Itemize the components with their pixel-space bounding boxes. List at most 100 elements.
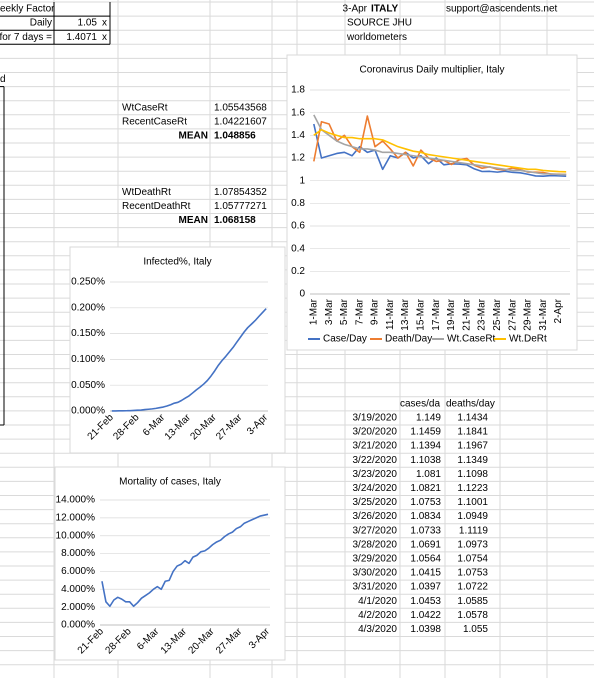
- y-tick-label: 0.250%: [71, 277, 105, 288]
- data-line: [313, 114, 567, 176]
- y-tick-label: 0.150%: [71, 328, 105, 339]
- x-tick-label: 19-Mar: [446, 298, 457, 330]
- y-tick-label: 12.000%: [56, 512, 96, 523]
- cell: 1.4071: [66, 32, 97, 43]
- x-tick-label: 7-Mar: [354, 298, 365, 325]
- y-tick-label: 0.6: [291, 221, 305, 232]
- cell: support@ascendents.net: [446, 4, 558, 15]
- cell: 3/27/2020: [353, 525, 398, 536]
- chart: Coronavirus Daily multiplier, Italy 0 0.2 0…: [286, 54, 578, 351]
- y-tick-label: 0.200%: [71, 302, 105, 313]
- cell: 1.0733: [410, 525, 441, 536]
- cell: 1.1967: [457, 441, 488, 452]
- x-tick-label: 21-Mar: [461, 298, 472, 330]
- cell: 1.05777271: [214, 201, 267, 212]
- legend-label: Case/Day: [323, 334, 367, 345]
- legend-label: Death/Day: [385, 334, 432, 345]
- y-tick-label: 2.000%: [61, 602, 95, 613]
- cell: 1.0753: [457, 568, 488, 579]
- chart: Mortality of cases, Italy 0.000% 2.000% 4.0…: [54, 466, 286, 661]
- chart-frame: [69, 246, 286, 454]
- cell: MEAN: [179, 131, 208, 142]
- y-tick-label: 1.6: [291, 107, 305, 118]
- x-tick-label: 31-Mar: [538, 298, 549, 330]
- cell: 1.068158: [214, 215, 256, 226]
- data-line: [313, 128, 567, 173]
- cell: 1.0973: [457, 539, 488, 550]
- cell: 1.0564: [410, 554, 441, 565]
- cell: 4/3/2020: [358, 624, 397, 635]
- cell: 1.1841: [457, 427, 488, 438]
- cell: RecentCaseRt: [122, 116, 187, 127]
- x-tick-label: 15-Mar: [416, 298, 427, 330]
- cell: 1.0722: [457, 582, 488, 593]
- cell: 3/20/2020: [353, 427, 398, 438]
- cell: 1.0754: [457, 554, 488, 565]
- cell: 1.1223: [457, 483, 488, 494]
- y-tick-label: 0.000%: [61, 620, 95, 631]
- chart: Infected%, Italy 0.000% 0.050% 0.100% 0.150%…: [69, 246, 286, 454]
- cell: 1.1038: [410, 455, 441, 466]
- cell: 1.048856: [214, 131, 256, 142]
- data-line: [101, 513, 269, 608]
- cell: 1.0821: [410, 483, 441, 494]
- cell: 1.149: [416, 413, 441, 424]
- cell: 1.0422: [410, 610, 441, 621]
- cell: 1.0949: [457, 511, 488, 522]
- cell: 1.05543568: [214, 102, 267, 113]
- chart-title: Infected%, Italy: [143, 257, 211, 268]
- x-tick-label: 9-Mar: [370, 298, 381, 325]
- y-tick-label: 0.100%: [71, 354, 105, 365]
- cell: 3/29/2020: [353, 554, 398, 565]
- y-tick-label: 0.2: [291, 266, 305, 277]
- y-tick-label: 6.000%: [61, 566, 95, 577]
- cell: 3/24/2020: [353, 483, 398, 494]
- y-tick-label: 1.4: [291, 130, 305, 141]
- cell: RecentDeathRt: [122, 201, 191, 212]
- cell: 1.04221607: [214, 116, 267, 127]
- cell: 1.0415: [410, 568, 441, 579]
- x-tick-label: 13-Mar: [400, 298, 411, 330]
- chart-frame: [54, 466, 286, 661]
- cell: 1.05: [78, 18, 98, 29]
- y-tick-label: 0.050%: [71, 380, 105, 391]
- cell: for 7 days =: [0, 32, 52, 43]
- cell: 1.055: [463, 624, 488, 635]
- cell: MEAN: [179, 215, 208, 226]
- cell: x: [102, 18, 107, 29]
- x-tick-label: 2-Apr: [553, 298, 564, 323]
- cell: 1.0453: [410, 596, 441, 607]
- cell: 1.0397: [410, 582, 441, 593]
- y-tick-label: 0.000%: [71, 406, 105, 417]
- cell: 1.0398: [410, 624, 441, 635]
- x-tick-label: 23-Mar: [477, 298, 488, 330]
- cell: 1.0753: [410, 497, 441, 508]
- cell: 1.1459: [410, 427, 441, 438]
- cell: 1.0578: [457, 610, 488, 621]
- cell: 4/2/2020: [358, 610, 397, 621]
- cell: Daily: [30, 18, 52, 29]
- cell: worldometers: [346, 32, 407, 43]
- y-tick-label: 1.8: [291, 85, 305, 96]
- cell: 3/31/2020: [353, 582, 398, 593]
- cell: 1.0691: [410, 539, 441, 550]
- y-tick-label: 0: [299, 289, 305, 300]
- y-tick-label: 0.8: [291, 198, 305, 209]
- x-tick-label: 25-Mar: [492, 298, 503, 330]
- cell: 1.0585: [457, 596, 488, 607]
- cell: 3/28/2020: [353, 539, 398, 550]
- cell: 3/30/2020: [353, 568, 398, 579]
- x-tick-label: 1-Mar: [308, 298, 319, 325]
- y-tick-label: 1: [299, 175, 305, 186]
- cell: 1.0834: [410, 511, 441, 522]
- cell: x: [102, 32, 107, 43]
- legend-label: Wt.DeRt: [509, 334, 547, 345]
- y-tick-label: 14.000%: [56, 495, 96, 506]
- column-header: deaths/day: [446, 398, 495, 409]
- cell: 3/23/2020: [353, 469, 398, 480]
- chart-frame: [286, 54, 578, 351]
- x-tick-label: 3-Mar: [324, 298, 335, 325]
- cell: d: [0, 74, 6, 85]
- x-tick-label: 11-Mar: [385, 298, 396, 330]
